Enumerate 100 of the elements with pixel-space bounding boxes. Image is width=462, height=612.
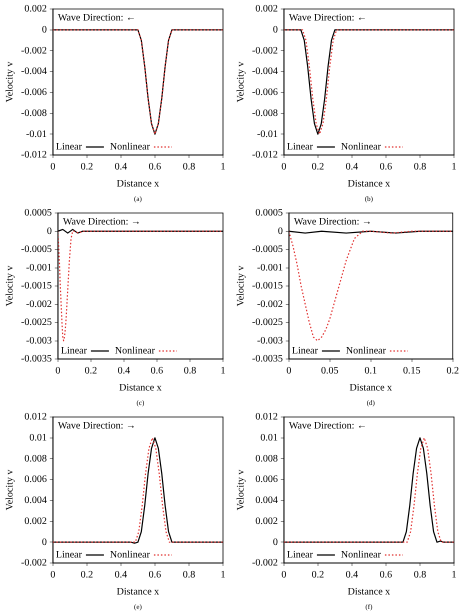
x-tick-label: 0.8: [414, 162, 426, 173]
x-axis-title: Distance x: [119, 382, 162, 394]
x-tick-label: 1: [452, 570, 456, 581]
y-tick-label: 0: [272, 536, 278, 548]
x-tick-label: 0.4: [114, 162, 128, 173]
y-tick-label: 0.002: [255, 516, 278, 527]
y-tick-label: -0.001: [256, 262, 283, 274]
legend-label: Linear: [286, 142, 314, 153]
y-tick-label: -0.003: [256, 335, 283, 346]
x-tick-label: 0.8: [414, 570, 426, 581]
y-tick-label: -0.0025: [20, 317, 52, 328]
y-tick-label: 0: [42, 24, 47, 36]
line-series: [288, 230, 453, 342]
y-tick-label: -0.0035: [252, 354, 283, 365]
y-tick-label: 0.012: [255, 412, 278, 423]
y-tick-label: 0: [46, 226, 52, 237]
x-tick-label: 0.4: [346, 162, 358, 173]
x-tick-label: 0.6: [150, 366, 164, 377]
x-tick-label: 0.4: [114, 570, 128, 581]
y-tick-label: -0.008: [252, 108, 278, 119]
y-tick-label: -0.0005: [252, 244, 283, 256]
x-tick-label: 0.8: [182, 570, 196, 581]
y-tick-label: -0.01: [256, 128, 278, 140]
x-tick-label: 0.4: [118, 366, 130, 377]
legend-label: Linear: [56, 142, 83, 153]
y-tick-label: 0.006: [24, 474, 47, 486]
y-tick-label: -0.002: [20, 558, 47, 569]
y-tick-label: -0.0015: [252, 280, 283, 292]
x-tick-label: 0: [286, 366, 292, 377]
legend-label: Linear: [286, 550, 314, 561]
x-axis-title: Distance x: [348, 586, 390, 598]
x-tick-label: 0.2: [312, 570, 324, 581]
y-tick-label: -0.002: [26, 298, 52, 310]
y-tick-label: -0.01: [26, 128, 47, 140]
annotation: Wave Direction: ←: [288, 420, 367, 432]
x-tick-label: 0.2: [84, 366, 98, 377]
y-tick-label: -0.008: [20, 108, 47, 119]
y-tick-label: 0.0005: [24, 208, 52, 219]
annotation: Wave Direction: ←: [288, 12, 367, 24]
y-tick-label: 0.01: [29, 432, 47, 444]
x-tick-label: 0.2: [446, 366, 459, 377]
x-tick-label: 1: [220, 366, 226, 377]
x-axis-title: Distance x: [350, 382, 392, 394]
legend-label: Nonlinear: [110, 142, 151, 153]
y-tick-label: 0.004: [24, 495, 47, 506]
y-tick-label: -0.002: [20, 45, 47, 56]
y-tick-label: -0.004: [20, 66, 47, 78]
y-axis-title: Velocity v: [4, 470, 16, 510]
y-tick-label: -0.0005: [20, 244, 52, 256]
y-tick-label: 0.008: [255, 453, 278, 464]
y-tick-label: 0.012: [24, 412, 47, 423]
y-tick-label: 0: [42, 536, 47, 548]
legend-label: Nonlinear: [110, 550, 151, 561]
x-tick-label: 1: [220, 570, 226, 581]
y-tick-label: -0.006: [252, 87, 278, 98]
annotation: Wave Direction: →: [58, 420, 136, 432]
legend-label: Nonlinear: [340, 550, 382, 561]
annotation: Wave Direction: ←: [58, 12, 136, 24]
y-tick-label: 0.002: [24, 516, 47, 527]
y-tick-label: -0.002: [252, 558, 278, 569]
x-tick-label: 0.05: [321, 366, 339, 377]
y-axis-title: Velocity v: [236, 62, 247, 102]
y-tick-label: -0.003: [26, 335, 52, 346]
legend-label: Linear: [292, 346, 319, 357]
y-tick-label: 0: [272, 24, 278, 36]
x-tick-label: 0.8: [184, 366, 196, 377]
line-series: [58, 230, 223, 342]
legend-label: Nonlinear: [340, 142, 382, 153]
y-tick-label: -0.012: [252, 150, 278, 161]
y-tick-label: 0.002: [24, 4, 47, 15]
y-tick-label: 0: [278, 226, 283, 237]
x-tick-label: 0.2: [80, 162, 94, 173]
y-tick-label: -0.001: [26, 262, 52, 274]
x-tick-label: 0.6: [380, 570, 392, 581]
y-tick-label: 0.01: [260, 432, 278, 444]
x-tick-label: 1: [220, 162, 226, 173]
x-tick-label: 0.8: [182, 162, 196, 173]
x-tick-label: 0.6: [380, 162, 392, 173]
x-tick-label: 1: [452, 162, 456, 173]
x-axis-title: Distance x: [116, 178, 160, 190]
x-tick-label: 0.15: [403, 366, 421, 377]
y-tick-label: -0.002: [252, 45, 278, 56]
legend-label: Linear: [60, 346, 88, 357]
x-tick-label: 0.2: [80, 570, 94, 581]
legend-label: Nonlinear: [346, 346, 387, 357]
annotation: Wave Direction: →: [62, 216, 141, 228]
y-tick-label: -0.002: [256, 298, 283, 310]
y-tick-label: 0.002: [255, 4, 278, 15]
x-tick-label: 0: [55, 366, 60, 377]
x-tick-label: 0.4: [346, 570, 358, 581]
annotation: Wave Direction: →: [294, 216, 372, 228]
y-tick-label: -0.0015: [20, 280, 52, 292]
y-tick-label: 0.006: [255, 474, 278, 486]
x-tick-label: 0.1: [364, 366, 378, 377]
y-tick-label: 0.004: [255, 495, 278, 506]
legend-label: Nonlinear: [114, 346, 156, 357]
y-tick-label: 0.0005: [255, 208, 283, 219]
y-axis-title: Velocity v: [236, 470, 247, 510]
y-tick-label: -0.012: [20, 150, 47, 161]
y-tick-label: -0.0025: [252, 317, 283, 328]
